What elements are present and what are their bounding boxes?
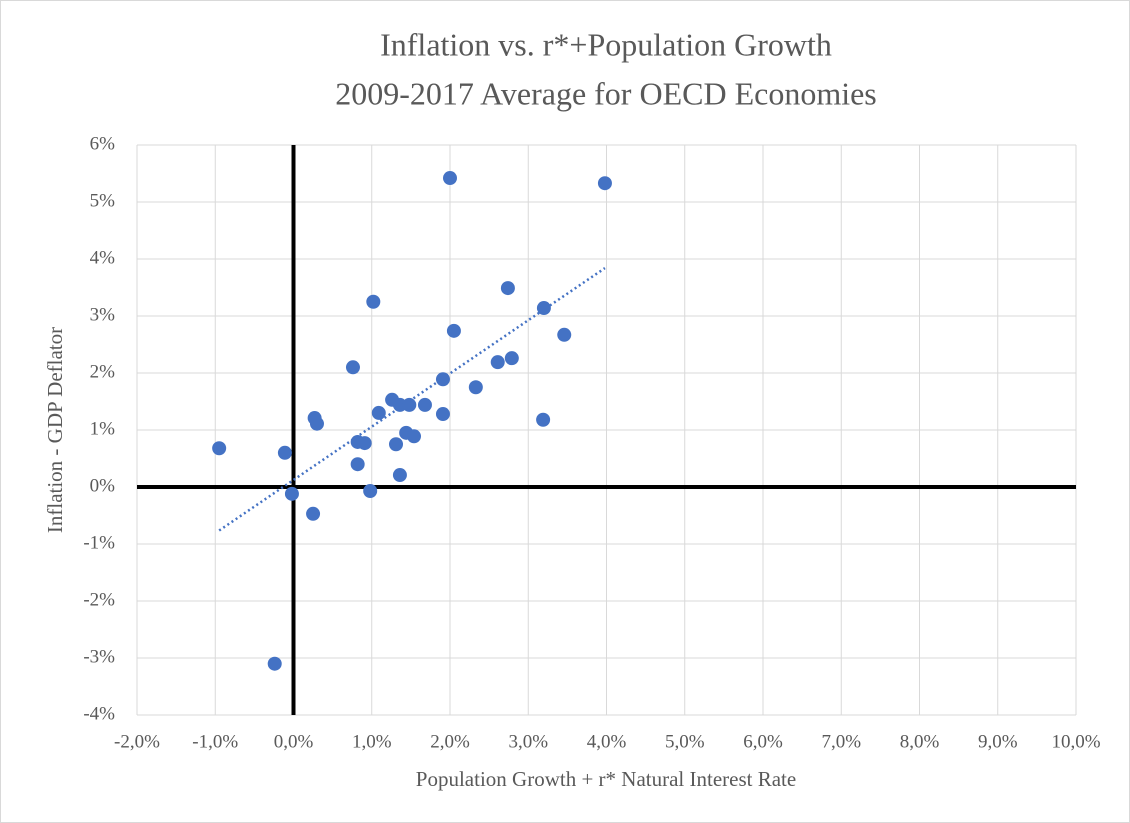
y-tick-label: -4% (83, 703, 115, 724)
x-tick-label: 6,0% (743, 731, 783, 752)
x-tick-label: 0,0% (274, 731, 314, 752)
y-tick-label: 3% (90, 304, 116, 325)
scatter-point (389, 437, 404, 452)
scatter-point (417, 397, 432, 412)
x-tick-label: 1,0% (352, 731, 392, 752)
y-tick-label: -2% (83, 589, 115, 610)
y-tick-label: -1% (83, 532, 115, 553)
scatter-point (446, 323, 461, 338)
scatter-point (345, 360, 360, 375)
y-tick-label: -3% (83, 646, 115, 667)
scatter-point (267, 656, 282, 671)
x-tick-label: -1,0% (192, 731, 238, 752)
scatter-point (597, 176, 612, 191)
x-tick-label: -2,0% (114, 731, 160, 752)
scatter-point (277, 445, 292, 460)
scatter-point (350, 457, 365, 472)
x-tick-label: 2,0% (430, 731, 470, 752)
scatter-point (212, 441, 227, 456)
scatter-point (435, 372, 450, 387)
scatter-point (504, 351, 519, 366)
x-tick-label: 10,0% (1051, 731, 1100, 752)
scatter-point (536, 412, 551, 427)
y-tick-label: 1% (90, 418, 116, 439)
x-axis-title: Population Growth + r* Natural Interest … (416, 767, 796, 791)
x-tick-label: 4,0% (587, 731, 627, 752)
scatter-point (443, 171, 457, 186)
y-tick-label: 4% (90, 247, 116, 268)
scatter-point (366, 294, 381, 309)
x-tick-label: 7,0% (821, 731, 861, 752)
y-tick-label: 2% (90, 361, 116, 382)
scatter-point (371, 405, 386, 420)
scatter-point (468, 380, 483, 395)
scatter-point (363, 483, 378, 498)
y-tick-label: 0% (90, 475, 116, 496)
y-axis-title: Inflation - GDP Deflator (43, 327, 67, 533)
x-tick-label: 9,0% (978, 731, 1018, 752)
scatter-point (490, 355, 505, 370)
y-tick-label: 5% (90, 190, 116, 211)
x-tick-label: 5,0% (665, 731, 705, 752)
scatter-point (392, 468, 407, 483)
scatter-point (306, 506, 321, 521)
scatter-point (407, 429, 422, 444)
x-tick-label: 3,0% (508, 731, 548, 752)
scatter-point (536, 301, 551, 316)
y-tick-label: 6% (90, 133, 116, 154)
scatter-point (557, 327, 572, 342)
scatter-point (357, 436, 372, 451)
chart-subtitle: 2009-2017 Average for OECD Economies (335, 75, 877, 111)
scatter-point (500, 281, 515, 296)
scatter-point (309, 416, 324, 431)
chart-title: Inflation vs. r*+Population Growth (380, 26, 832, 62)
scatter-point (402, 397, 417, 412)
scatter-point (284, 486, 299, 501)
x-tick-label: 8,0% (900, 731, 940, 752)
scatter-point (435, 407, 450, 422)
